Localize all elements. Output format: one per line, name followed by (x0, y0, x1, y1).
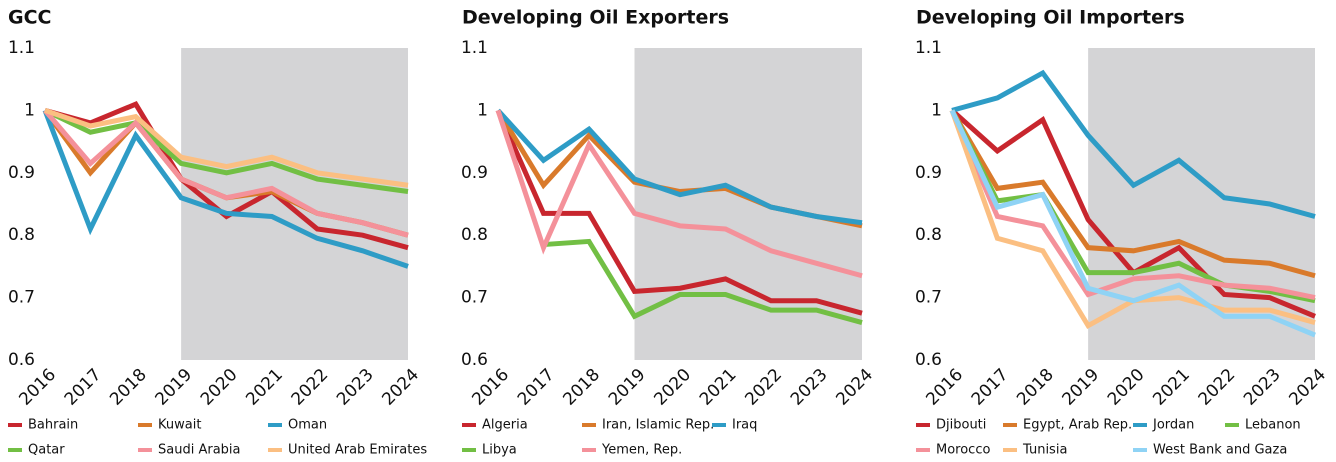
x-tick-label: 2024 (832, 365, 877, 410)
legend-label: Libya (482, 443, 517, 458)
series-line (543, 238, 863, 325)
y-tick-label: 0.8 (8, 225, 35, 245)
x-tick-label: 2021 (696, 365, 741, 410)
legend-label: Oman (288, 418, 327, 433)
x-tick-label: 2022 (1195, 365, 1240, 410)
legend-label: Yemen, Rep. (601, 443, 682, 458)
x-tick-label: 2023 (787, 365, 832, 410)
series-line (43, 108, 409, 194)
y-tick-label: 1.1 (8, 38, 35, 58)
x-tick-label: 2024 (1285, 365, 1330, 410)
series-line (44, 108, 409, 188)
x-tick-label: 2016 (15, 365, 60, 410)
x-tick-label: 2021 (1149, 365, 1194, 410)
series-line (42, 109, 409, 269)
legend-label: Lebanon (1245, 418, 1301, 433)
x-tick-label: 2024 (378, 365, 423, 410)
y-tick-label: 0.9 (461, 163, 488, 183)
y-tick-label: 1 (477, 100, 488, 120)
y-tick-label: 0.7 (461, 288, 488, 308)
y-tick-label: 1 (931, 100, 942, 120)
legend-label: United Arab Emirates (288, 443, 427, 458)
series-line (496, 108, 863, 226)
x-tick-label: 2023 (1240, 365, 1285, 410)
x-tick-label: 2017 (514, 365, 559, 410)
series-line (43, 108, 409, 238)
legend-label: Iraq (732, 418, 757, 433)
forecast-shade (634, 48, 862, 360)
series-line (949, 109, 1316, 279)
legend-label: Algeria (482, 418, 528, 433)
chart-title: Developing Oil Importers (916, 7, 1185, 29)
y-tick-label: 0.9 (8, 163, 35, 183)
x-tick-label: 2018 (106, 365, 151, 410)
y-tick-label: 0.7 (915, 288, 942, 308)
y-tick-label: 0.6 (915, 350, 942, 370)
legend-label: Kuwait (158, 418, 201, 433)
y-tick-label: 0.7 (8, 288, 35, 308)
x-tick-label: 2016 (922, 365, 967, 410)
x-tick-label: 2017 (61, 365, 106, 410)
legend-label: Egypt, Arab Rep. (1023, 418, 1132, 433)
legend-label: Jordan (1152, 418, 1194, 433)
series-line (949, 109, 1316, 301)
legend-label: Saudi Arabia (158, 443, 241, 458)
x-tick-label: 2022 (741, 365, 786, 410)
legend-label: Tunisia (1022, 443, 1067, 458)
y-tick-label: 0.8 (461, 225, 488, 245)
legend-label: Bahrain (28, 418, 78, 433)
series-line (949, 109, 1316, 338)
legend-label: Djibouti (936, 418, 986, 433)
x-tick-label: 2022 (288, 365, 333, 410)
y-tick-label: 0.8 (915, 225, 942, 245)
chart-title: GCC (8, 7, 51, 29)
x-tick-label: 2018 (1013, 365, 1058, 410)
chart-title: Developing Oil Exporters (462, 7, 729, 29)
y-tick-label: 1 (24, 100, 35, 120)
x-tick-label: 2016 (468, 365, 513, 410)
series-line (44, 101, 409, 251)
x-tick-label: 2019 (151, 365, 196, 410)
x-tick-label: 2020 (1104, 365, 1149, 410)
y-tick-label: 0.6 (8, 350, 35, 370)
x-tick-label: 2020 (197, 365, 242, 410)
legend-label: Morocco (936, 443, 990, 458)
legend-label: Iran, Islamic Rep. (602, 418, 714, 433)
x-tick-label: 2021 (242, 365, 287, 410)
y-tick-label: 1.1 (461, 38, 488, 58)
legend-label: Qatar (28, 443, 65, 458)
y-tick-label: 0.9 (915, 163, 942, 183)
x-tick-label: 2019 (605, 365, 650, 410)
y-tick-label: 0.6 (461, 350, 488, 370)
legend-label: West Bank and Gaza (1153, 443, 1287, 458)
series-line (495, 109, 863, 279)
series-line (951, 69, 1316, 219)
y-tick-label: 1.1 (915, 38, 942, 58)
x-tick-label: 2018 (559, 365, 604, 410)
x-tick-label: 2020 (650, 365, 695, 410)
x-tick-label: 2017 (968, 365, 1013, 410)
x-tick-label: 2023 (333, 365, 378, 410)
x-tick-label: 2019 (1058, 365, 1103, 410)
